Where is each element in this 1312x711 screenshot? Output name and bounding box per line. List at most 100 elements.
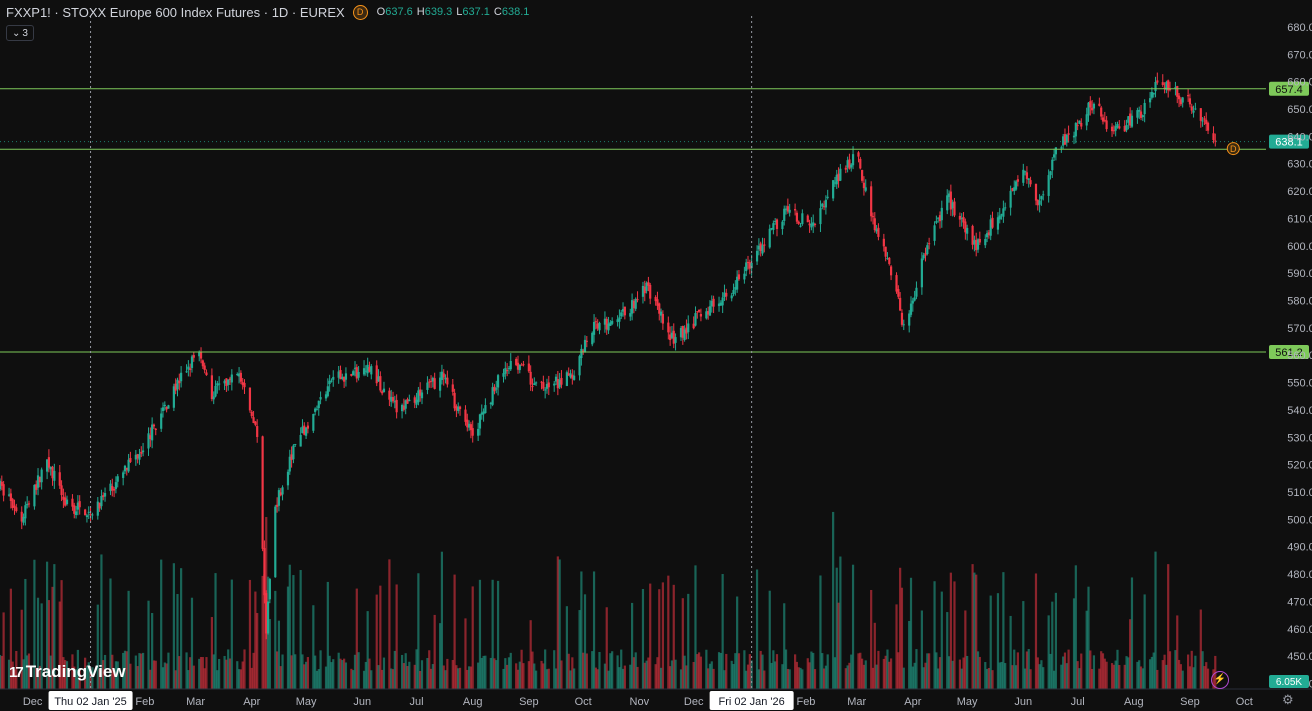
candle-body: [908, 313, 911, 326]
volume-bar: [64, 660, 67, 689]
candle-body: [1154, 81, 1157, 92]
volume-bar: [772, 650, 775, 689]
candle-body: [178, 380, 181, 384]
volume-bar: [621, 668, 625, 689]
candle: [27, 500, 31, 508]
candle-body: [1047, 175, 1050, 196]
candle: [180, 366, 183, 388]
candle: [632, 299, 636, 314]
candle-body: [667, 322, 670, 333]
volume-bar: [76, 649, 79, 689]
candle-body: [491, 387, 494, 405]
volume-bar: [381, 669, 384, 689]
candle-body: [382, 388, 386, 393]
candle-body: [1091, 107, 1094, 111]
volume-bar: [694, 565, 697, 689]
candle: [506, 363, 509, 377]
volume-bar: [763, 670, 766, 689]
volume-bar: [520, 649, 523, 689]
price-tick-label: 560.0: [1287, 350, 1312, 362]
candle-body: [1174, 87, 1177, 89]
candle-body: [457, 406, 460, 411]
candle: [417, 386, 420, 406]
candlesticks: [0, 72, 1217, 640]
candle: [127, 453, 130, 473]
candle-body: [205, 372, 208, 376]
volume-bar: [1161, 660, 1164, 689]
candle-body: [11, 499, 14, 508]
dividend-marker[interactable]: [1226, 142, 1240, 156]
candle-body: [192, 355, 195, 358]
candle-body: [547, 382, 550, 388]
price-tick-label: 600.0: [1287, 241, 1312, 253]
candle: [350, 373, 353, 377]
volume-bar: [330, 662, 333, 689]
interval-label[interactable]: 1D: [271, 4, 289, 20]
candle: [784, 205, 788, 215]
volume-bar: [261, 575, 264, 689]
candle-body: [265, 593, 268, 634]
candle-body: [26, 503, 29, 506]
candle-body: [732, 290, 735, 295]
price-tick-label: 470.0: [1287, 596, 1312, 608]
candle-body: [123, 465, 127, 472]
candle: [1141, 114, 1144, 122]
candle-body: [998, 215, 1001, 220]
candle-body: [84, 509, 87, 516]
candle: [304, 427, 308, 439]
candle: [111, 478, 114, 497]
candle: [174, 378, 177, 395]
candle: [846, 156, 849, 173]
candle: [116, 474, 119, 488]
candle: [458, 405, 462, 416]
candle: [1092, 102, 1096, 115]
candle-body: [730, 295, 733, 299]
volume-bar: [928, 653, 931, 689]
candle: [230, 369, 233, 391]
candle: [431, 376, 434, 388]
indicator-toggle-button[interactable]: ⌄ 3: [6, 25, 34, 41]
volume-bar: [812, 652, 815, 689]
candle: [381, 389, 384, 396]
price-tick-label: 510.0: [1287, 487, 1312, 499]
tradingview-logo[interactable]: 17 TradingView: [9, 662, 126, 682]
candle-body: [1123, 125, 1126, 132]
candle: [366, 357, 369, 377]
candle: [122, 470, 125, 486]
candle-body: [317, 400, 320, 409]
candle-body: [889, 266, 893, 276]
candle-body: [533, 383, 536, 386]
symbol-header: FXXP1! · STOXX Europe 600 Index Futures …: [6, 4, 530, 20]
volume-bar: [832, 511, 835, 689]
candle-body: [440, 371, 444, 380]
candle: [390, 389, 393, 407]
candle: [406, 397, 409, 404]
candle-body: [647, 282, 650, 286]
volume-bar: [377, 665, 380, 689]
volume-bar: [920, 610, 923, 689]
symbol-title[interactable]: STOXX Europe 600 Index Futures: [62, 4, 261, 20]
candle: [103, 487, 107, 502]
candle: [241, 377, 244, 390]
volume-bar: [632, 657, 636, 689]
tradingview-logo-icon: 17: [9, 663, 24, 681]
candle-body: [13, 505, 16, 508]
candle: [1110, 123, 1114, 137]
candle: [558, 373, 561, 390]
candle-body: [556, 379, 559, 389]
volume-bar: [304, 661, 308, 689]
volume-bar: [281, 654, 284, 689]
volume-bar: [567, 653, 570, 689]
ticker-symbol[interactable]: FXXP1!: [6, 4, 51, 20]
date-marker-tag: [48, 691, 133, 710]
candle: [1181, 96, 1184, 108]
gear-icon[interactable]: ⚙: [1282, 692, 1294, 707]
candle: [419, 382, 422, 402]
candle-body: [862, 182, 866, 189]
candle-body: [748, 262, 751, 269]
data-status-badge[interactable]: D: [352, 4, 368, 20]
lightning-icon[interactable]: ⚡: [1211, 671, 1229, 689]
candle-body: [544, 389, 547, 391]
candle: [902, 319, 905, 331]
